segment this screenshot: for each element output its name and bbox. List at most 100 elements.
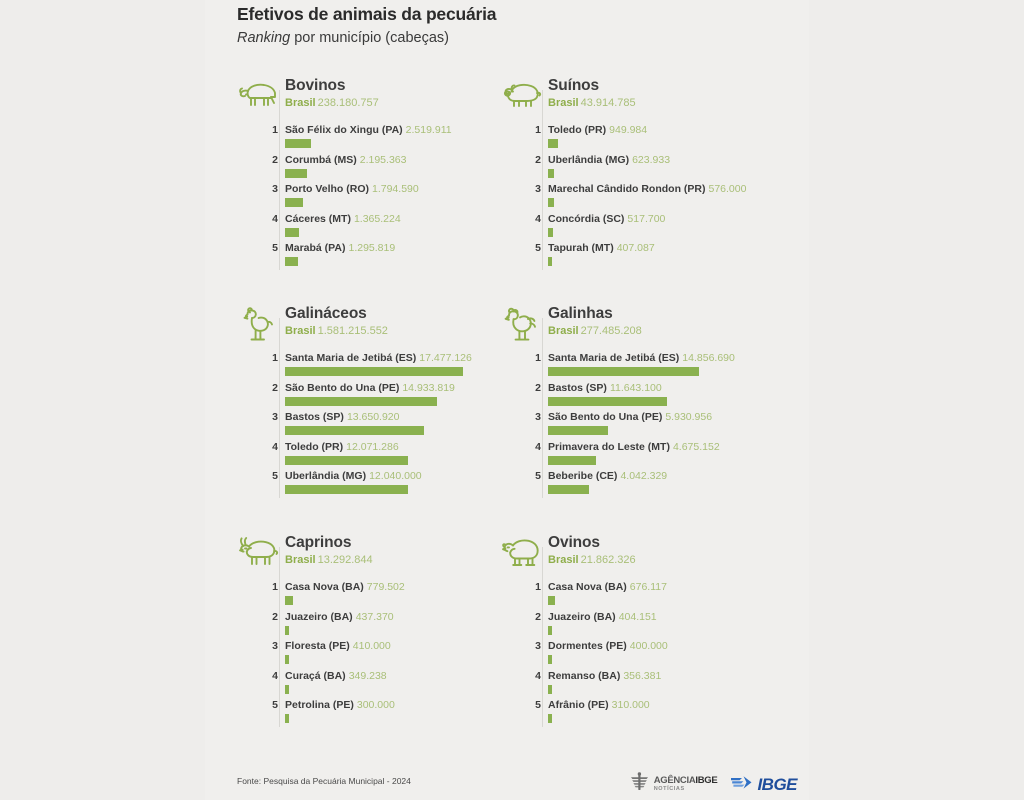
animal-group-ovinos: Ovinos Brasil 21.862.326 1 Casa Nova (BA) 676… [500, 534, 800, 729]
rank-position: 4 [535, 212, 541, 225]
ranking-row: 5 Uberlândia (MG) 12.040.000 [272, 470, 537, 500]
brasil-value: 277.485.208 [580, 325, 642, 338]
rank-label: Marechal Cândido Rondon (PR) 576.000 [548, 183, 746, 196]
ranking-row: 2 Uberlândia (MG) 623.933 [535, 153, 800, 184]
rank-label: São Félix do Xingu (PA) 2.519.911 [285, 124, 452, 137]
brasil-value: 43.914.785 [580, 97, 636, 110]
rank-label: Bastos (SP) 13.650.920 [285, 411, 400, 424]
municipality-value: 1.794.590 [372, 183, 419, 195]
group-brasil-total-bovinos: Brasil 238.180.757 [285, 96, 537, 110]
ranking-row: 3 Porto Velho (RO) 1.794.590 [272, 183, 537, 213]
ranking-list-galinhas: 1 Santa Maria de Jetibá (ES) 14.856.690 2 Ba… [500, 318, 800, 500]
municipality-value: 949.984 [609, 124, 648, 136]
ranking-row: 2 São Bento do Una (PE) 14.933.819 [272, 382, 537, 412]
brasil-label: Brasil [548, 97, 579, 110]
municipality-name: Curaçá (BA) [285, 669, 346, 682]
brasil-label: Brasil [548, 325, 579, 338]
ranking-row: 1 Casa Nova (BA) 779.502 [272, 581, 537, 611]
municipality-value: 400.000 [629, 640, 668, 652]
municipality-name: Corumbá (MS) [285, 153, 357, 166]
rank-bar [548, 227, 554, 237]
group-title-ovinos: Ovinos [548, 534, 600, 551]
rank-bar [285, 655, 290, 664]
rank-bar [548, 596, 555, 605]
rank-bar [285, 625, 290, 635]
rank-label: Toledo (PR) 12.071.286 [285, 441, 399, 454]
rank-bar [285, 485, 408, 494]
group-title-galinaceos: Galináceos [285, 305, 367, 322]
municipality-value: 4.675.152 [672, 440, 720, 453]
rank-bar [285, 396, 438, 406]
municipality-name: Santa Maria de Jetibá (ES) [285, 352, 417, 364]
ranking-row: 4 Toledo (PR) 12.071.286 [272, 441, 537, 471]
ranking-row: 1 Casa Nova (BA) 676.117 [535, 581, 800, 611]
agencia-word: AGÊNCIA [653, 775, 696, 787]
municipality-name: Uberlândia (MG) [548, 153, 630, 166]
rank-position: 1 [535, 124, 541, 136]
municipality-name: Concórdia (SC) [548, 212, 625, 225]
municipality-value: 5.930.956 [665, 411, 713, 423]
hen-icon [500, 306, 546, 346]
rank-position: 4 [272, 669, 278, 682]
rank-position: 2 [535, 610, 541, 623]
rank-bar [548, 714, 552, 723]
group-header-bovinos: Bovinos Brasil 238.180.757 [237, 77, 537, 120]
rank-label: Tapurah (MT) 407.087 [548, 242, 655, 255]
rank-label: Porto Velho (RO) 1.794.590 [285, 183, 419, 196]
municipality-value: 12.040.000 [369, 470, 422, 482]
rank-label: Juazeiro (BA) 404.151 [548, 611, 657, 624]
municipality-value: 2.519.911 [405, 124, 452, 136]
ranking-row: 3 Floresta (PE) 410.000 [272, 640, 537, 670]
municipality-name: Marechal Cândido Rondon (PR) [548, 183, 706, 195]
rank-position: 3 [272, 411, 278, 423]
ranking-row: 3 São Bento do Una (PE) 5.930.956 [535, 411, 800, 441]
ranking-row: 5 Petrolina (PE) 300.000 [272, 699, 537, 729]
rank-label: Afrânio (PE) 310.000 [548, 699, 650, 712]
municipality-name: Marabá (PA) [285, 242, 346, 254]
brasil-value: 13.292.844 [317, 554, 373, 567]
ranking-row: 2 Bastos (SP) 11.643.100 [535, 382, 800, 412]
rank-label: São Bento do Una (PE) 14.933.819 [285, 382, 455, 395]
municipality-name: Floresta (PE) [285, 640, 350, 652]
agencia-ibge-line1: AGÊNCIAIBGE [654, 776, 718, 786]
municipality-name: São Bento do Una (PE) [285, 381, 400, 394]
municipality-name: Casa Nova (BA) [285, 581, 364, 593]
municipality-value: 349.238 [348, 669, 387, 682]
animal-group-galinhas: Galinhas Brasil 277.485.208 1 Santa Maria de… [500, 305, 800, 500]
rank-position: 2 [272, 610, 278, 623]
municipality-value: 407.087 [616, 242, 655, 254]
ranking-list-galinaceos: 1 Santa Maria de Jetibá (ES) 17.477.126 2 Sã… [237, 318, 537, 500]
municipality-value: 2.195.363 [359, 153, 407, 166]
page-subtitle: Ranking por município (cabeças) [237, 29, 797, 47]
ranking-row: 5 Marabá (PA) 1.295.819 [272, 242, 537, 272]
rank-position: 2 [535, 381, 541, 394]
rank-label: Casa Nova (BA) 779.502 [285, 581, 405, 594]
municipality-value: 356.381 [623, 669, 662, 682]
municipality-value: 1.365.224 [353, 212, 401, 225]
animal-group-caprinos: Caprinos Brasil 13.292.844 1 Casa Nova (BA) 7… [237, 534, 537, 729]
ranking-row: 5 Afrânio (PE) 310.000 [535, 699, 800, 729]
rank-bar [285, 227, 299, 237]
rank-position: 5 [535, 699, 541, 711]
municipality-name: Toledo (PR) [548, 124, 607, 136]
rank-position: 5 [272, 242, 278, 254]
rank-label: Cáceres (MT) 1.365.224 [285, 213, 401, 226]
municipality-value: 576.000 [708, 183, 747, 195]
ranking-row: 2 Corumbá (MS) 2.195.363 [272, 153, 537, 184]
rank-bar [548, 455, 596, 465]
rank-label: Bastos (SP) 11.643.100 [548, 382, 662, 395]
footer-logos: AGÊNCIAIBGE NOTÍCIAS [629, 772, 797, 797]
municipality-value: 14.856.690 [682, 352, 735, 364]
rank-position: 3 [535, 183, 541, 195]
header: Efetivos de animais da pecuária Ranking … [237, 4, 797, 47]
municipality-name: Cáceres (MT) [285, 212, 351, 225]
ranking-row: 4 Concórdia (SC) 517.700 [535, 212, 800, 243]
municipality-name: São Félix do Xingu (PA) [285, 124, 403, 136]
group-brasil-total-caprinos: Brasil 13.292.844 [285, 553, 537, 567]
rank-bar [548, 485, 590, 494]
municipality-value: 1.295.819 [348, 242, 396, 254]
ibge-wordmark: IBGE [757, 775, 797, 794]
municipality-value: 300.000 [356, 699, 395, 711]
